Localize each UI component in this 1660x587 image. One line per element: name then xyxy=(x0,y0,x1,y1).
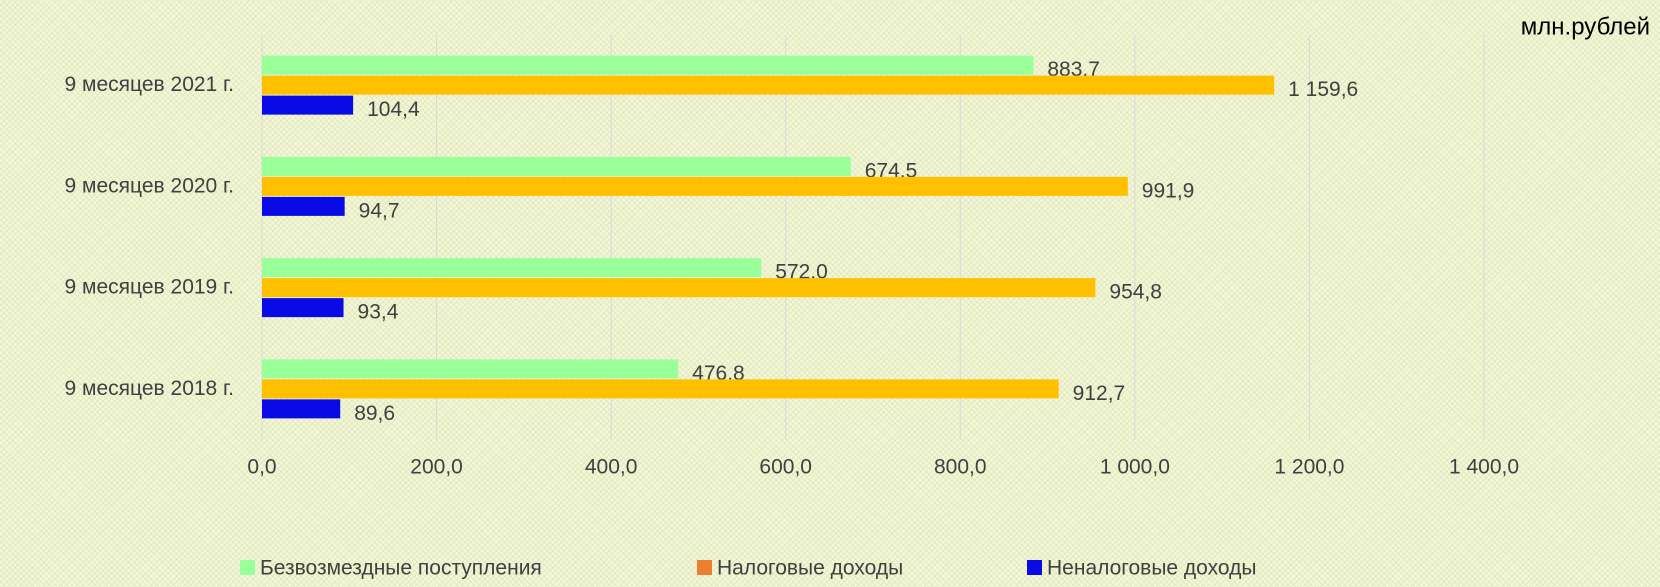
value-label: 912,7 xyxy=(1073,382,1126,405)
y-tick-label: 9 месяцев 2019 г. xyxy=(65,276,234,299)
x-tick-label: 1 400,0 xyxy=(1449,456,1519,479)
legend-label: Неналоговые доходы xyxy=(1047,557,1256,580)
bar xyxy=(262,298,344,318)
unit-note: млн.рублей xyxy=(1521,13,1650,40)
y-tick-label: 9 месяцев 2021 г. xyxy=(65,73,234,96)
x-tick-label: 200,0 xyxy=(410,456,463,479)
value-label: 991,9 xyxy=(1142,179,1195,202)
value-label: 104,4 xyxy=(367,98,420,121)
bar xyxy=(262,278,1096,298)
value-label: 476,8 xyxy=(692,362,745,385)
value-label: 572,0 xyxy=(775,261,828,284)
bar xyxy=(262,399,341,419)
y-tick-label: 9 месяцев 2018 г. xyxy=(65,377,234,400)
bar xyxy=(262,75,1275,95)
bar xyxy=(262,379,1059,399)
legend-label: Налоговые доходы xyxy=(717,557,903,580)
bar xyxy=(262,196,345,216)
x-tick-label: 800,0 xyxy=(934,456,987,479)
legend-label: Безвозмездные поступления xyxy=(260,557,542,580)
bar xyxy=(262,258,762,278)
bar xyxy=(262,95,354,115)
value-label: 1 159,6 xyxy=(1288,78,1358,101)
value-label: 94,7 xyxy=(359,199,400,222)
x-tick-label: 600,0 xyxy=(759,456,812,479)
value-label: 674,5 xyxy=(865,159,918,182)
x-tick-label: 400,0 xyxy=(585,456,638,479)
bar xyxy=(262,359,679,379)
legend-swatch xyxy=(240,560,255,575)
value-label: 954,8 xyxy=(1109,281,1162,304)
bar xyxy=(262,156,851,176)
x-tick-label: 1 200,0 xyxy=(1274,456,1344,479)
bar xyxy=(262,55,1034,75)
legend-swatch xyxy=(697,560,712,575)
x-tick-label: 1 000,0 xyxy=(1100,456,1170,479)
y-tick-label: 9 месяцев 2020 г. xyxy=(65,174,234,197)
value-label: 93,4 xyxy=(358,301,399,324)
x-tick-label: 0,0 xyxy=(247,456,276,479)
value-label: 89,6 xyxy=(354,402,395,425)
value-label: 883,7 xyxy=(1047,58,1100,81)
bar xyxy=(262,176,1128,196)
legend-swatch xyxy=(1027,560,1042,575)
